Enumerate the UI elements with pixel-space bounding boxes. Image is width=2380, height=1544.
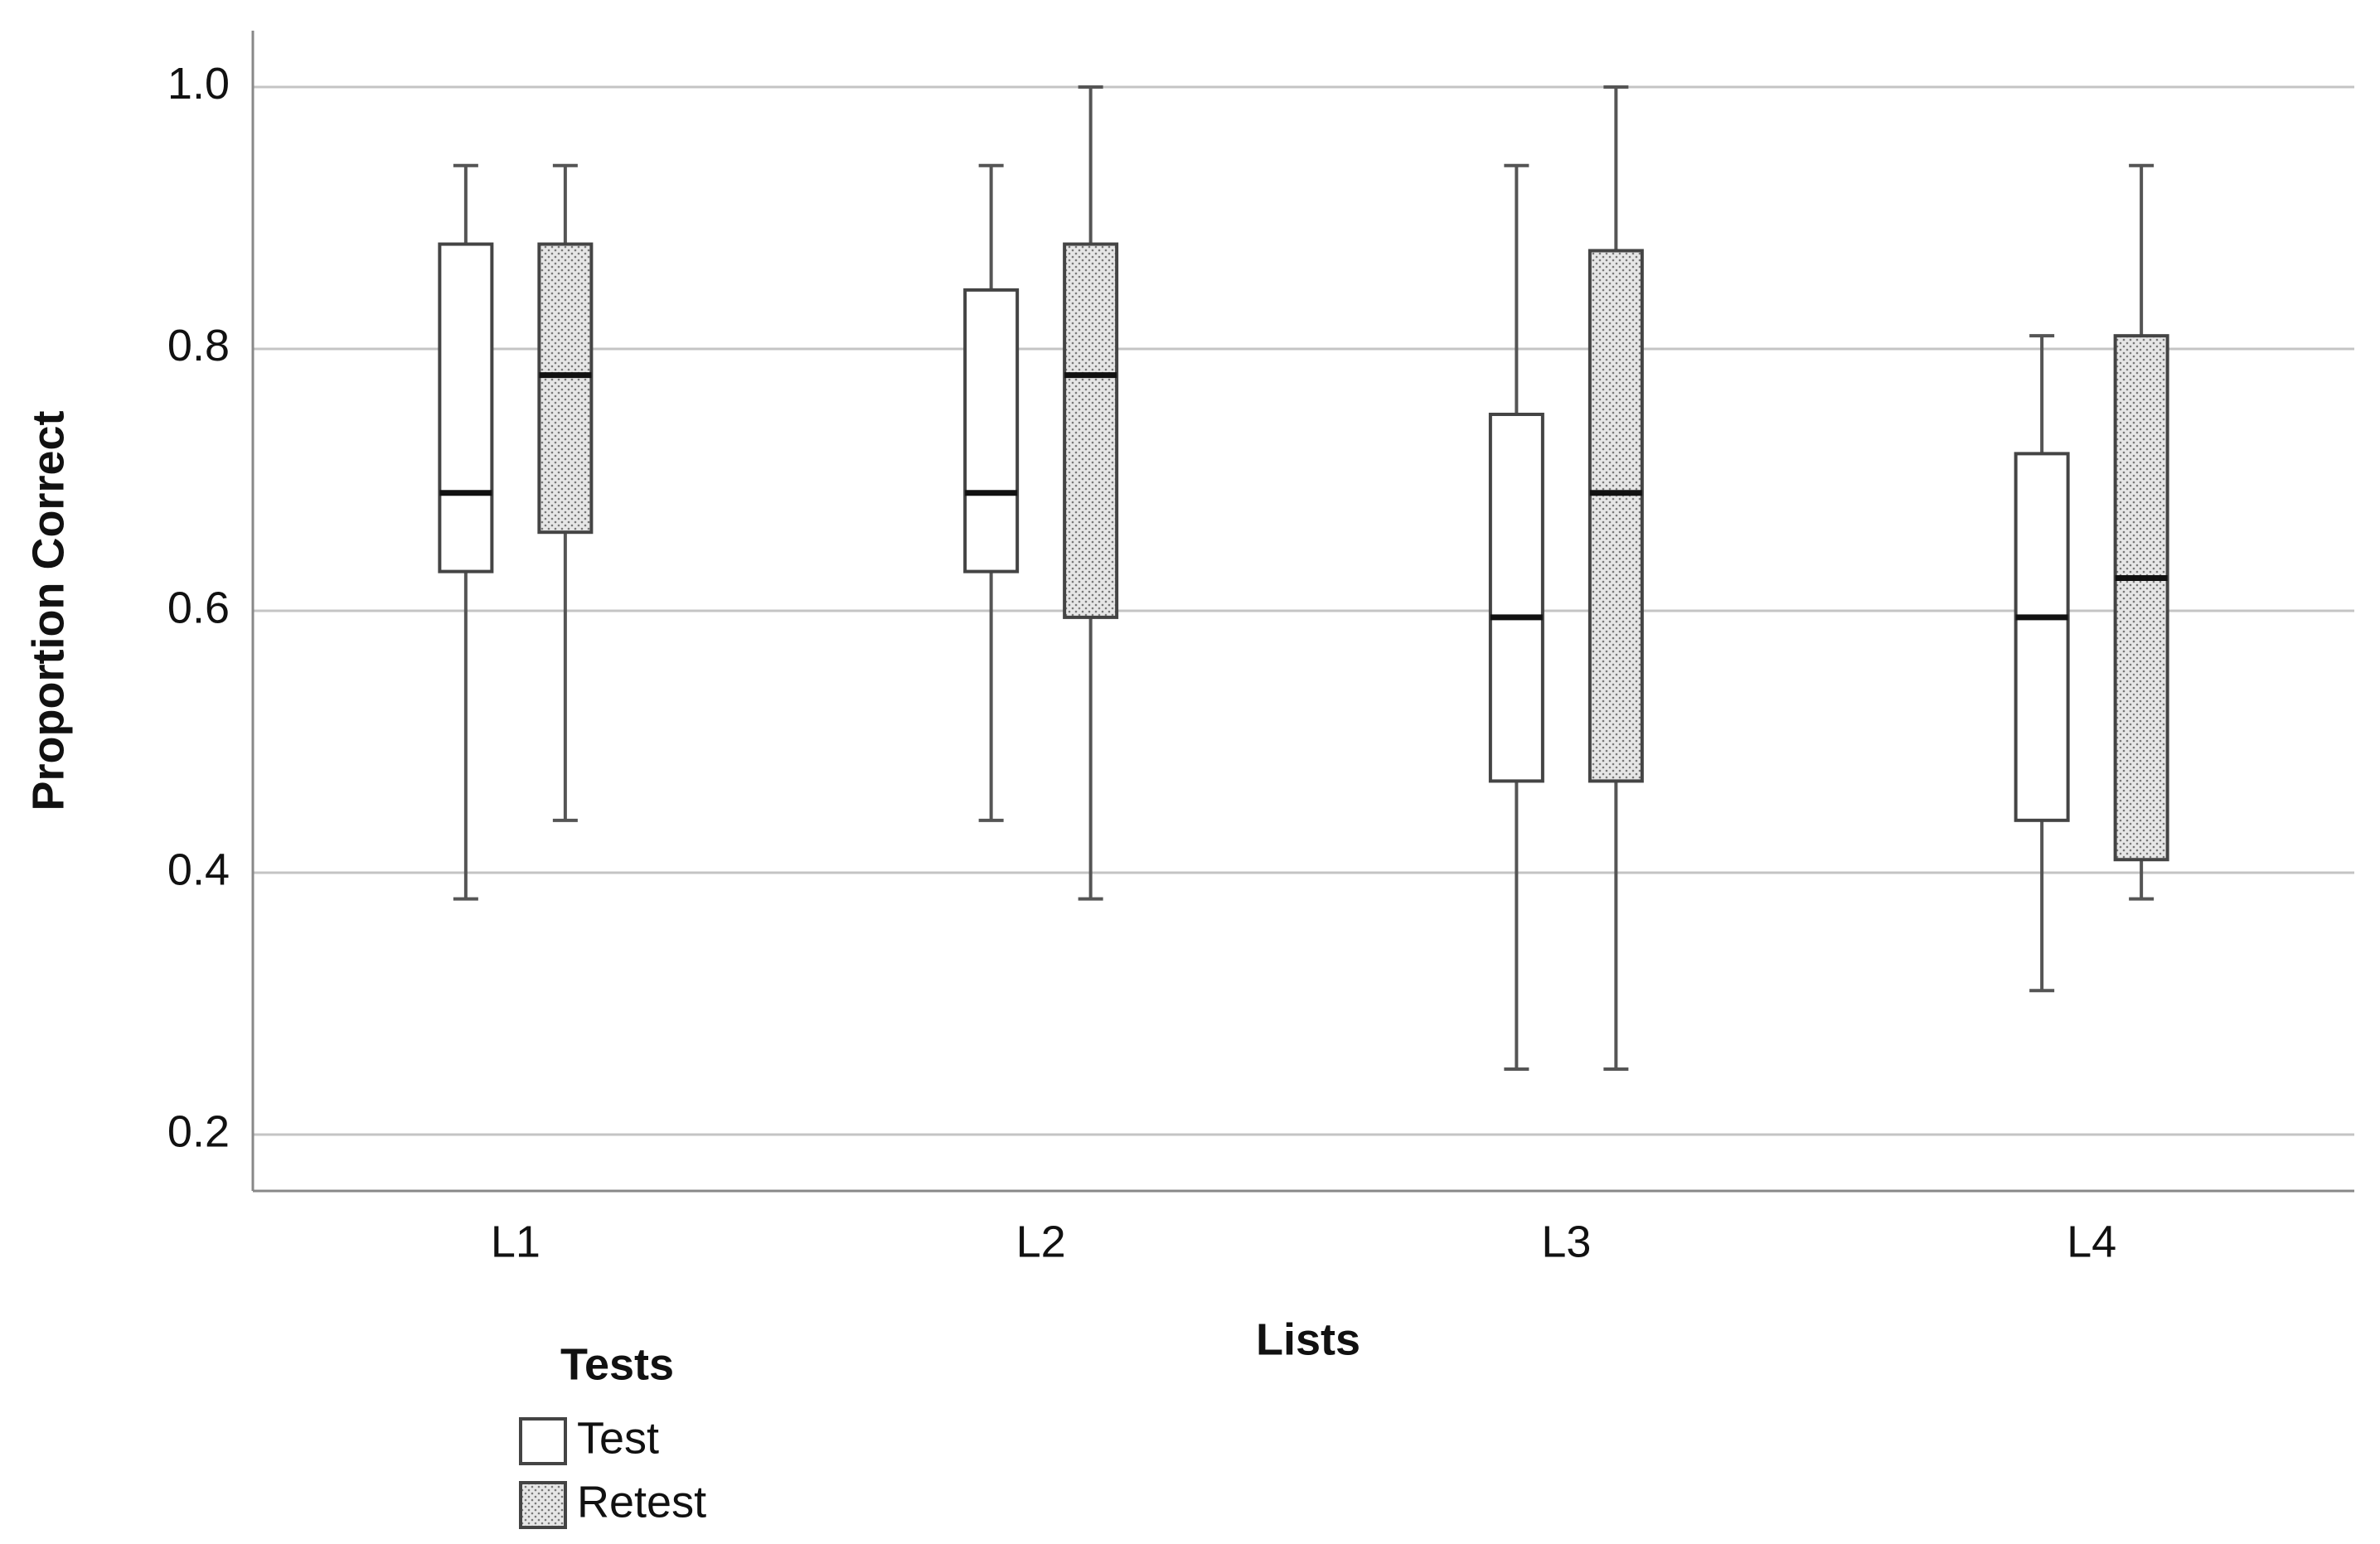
legend-label: Test xyxy=(577,1413,659,1463)
legend-title: Tests xyxy=(560,1339,674,1389)
y-tick-label: 1.0 xyxy=(167,59,230,109)
legend-swatch xyxy=(519,1417,567,1465)
box xyxy=(963,288,1020,574)
x-tick-label: L2 xyxy=(1016,1217,1066,1266)
y-axis-label: Proportion Correct xyxy=(23,410,73,811)
y-tick-label: 0.6 xyxy=(167,583,230,632)
legend-swatch xyxy=(519,1481,567,1529)
y-tick-label: 0.8 xyxy=(167,321,230,370)
y-tick-label: 0.4 xyxy=(167,845,230,894)
box xyxy=(1488,412,1544,783)
x-tick-label: L1 xyxy=(491,1217,540,1266)
y-tick-label: 0.2 xyxy=(167,1106,230,1156)
x-tick-label: L4 xyxy=(2067,1217,2116,1266)
box xyxy=(438,242,494,574)
box xyxy=(537,242,594,535)
x-axis-label: Lists xyxy=(1256,1314,1360,1364)
box xyxy=(2014,452,2070,822)
box xyxy=(1587,249,1644,783)
x-tick-label: L3 xyxy=(1541,1217,1591,1266)
legend-label: Retest xyxy=(577,1477,706,1527)
box xyxy=(2113,334,2169,862)
box xyxy=(1063,242,1119,619)
